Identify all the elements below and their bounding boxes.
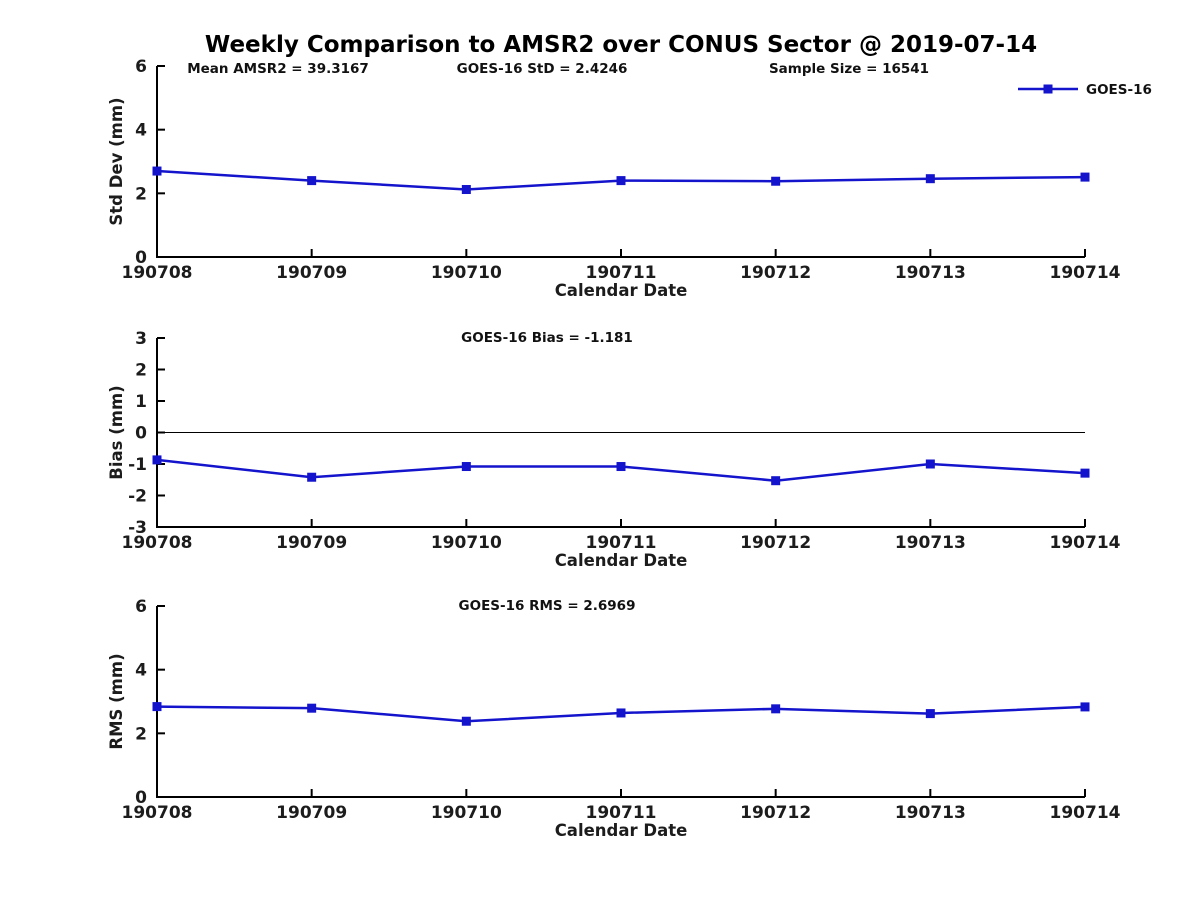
x-tick-label: 190713	[895, 533, 966, 553]
x-tick-label: 190708	[122, 803, 193, 823]
figure-title: Weekly Comparison to AMSR2 over CONUS Se…	[205, 32, 1037, 58]
legend-marker-sample	[1043, 84, 1053, 94]
subplot-stddev: 0 2 4 6 190708 190709 190710 190711 190712 190713…	[107, 57, 1152, 300]
data-marker	[307, 176, 317, 186]
x-tick-label: 190708	[122, 533, 193, 553]
annotation-goes16-rms: GOES-16 RMS = 2.6969	[459, 598, 636, 614]
bias-x-axis-label: Calendar Date	[555, 551, 688, 570]
y-tick-label: 2	[135, 724, 147, 744]
data-marker	[925, 709, 935, 719]
y-tick-label: -3	[128, 518, 147, 538]
annotation-goes16-std: GOES-16 StD = 2.4246	[457, 61, 628, 77]
x-tick-label: 190714	[1050, 263, 1121, 283]
data-marker	[461, 462, 471, 472]
axes-frame	[156, 66, 1085, 258]
x-tick-label: 190711	[586, 263, 657, 283]
rms-plot-area: 0 2 4 6 190708 190709 190710 190711 190712 190713…	[122, 597, 1121, 823]
x-tick-label: 190710	[431, 803, 502, 823]
x-tick-label: 190710	[431, 533, 502, 553]
data-marker	[616, 462, 626, 472]
y-tick-label: 1	[135, 392, 147, 412]
y-tick-label: 2	[135, 184, 147, 204]
y-tick-label: 6	[135, 597, 147, 617]
x-tick-label: 190711	[586, 533, 657, 553]
data-marker	[152, 455, 162, 465]
x-tick-label: 190712	[740, 533, 811, 553]
y-tick-label: 3	[135, 329, 147, 349]
data-marker	[771, 176, 781, 186]
subplot-rms: 0 2 4 6 190708 190709 190710 190711 190712 190713…	[107, 597, 1121, 840]
annotation-sample-size: Sample Size = 16541	[769, 61, 929, 77]
stddev-plot-area: 0 2 4 6 190708 190709 190710 190711 190712 190713…	[122, 57, 1121, 283]
bias-y-axis-label: Bias (mm)	[107, 385, 126, 479]
rms-y-axis-label: RMS (mm)	[107, 653, 126, 749]
legend: GOES-16	[1018, 82, 1152, 98]
bias-plot-area: -3 -2 -1 0 1 2 3 190708 190709 190710 190711 190712…	[122, 329, 1121, 553]
data-marker	[925, 459, 935, 469]
x-tick-label: 190711	[586, 803, 657, 823]
x-tick-label: 190712	[740, 803, 811, 823]
y-tick-label: 0	[135, 788, 147, 808]
y-tick-label: -1	[128, 455, 147, 475]
data-marker	[1080, 172, 1090, 182]
y-tick-label: 6	[135, 57, 147, 77]
y-tick-label: 4	[135, 121, 147, 141]
x-tick-label: 190712	[740, 263, 811, 283]
y-tick-label: 0	[135, 424, 147, 444]
data-marker	[152, 702, 162, 712]
annotation-mean-amsr2: Mean AMSR2 = 39.3167	[187, 61, 369, 77]
subplot-bias: -3 -2 -1 0 1 2 3 190708 190709 190710 190711 190712…	[107, 329, 1121, 570]
data-marker	[925, 174, 935, 184]
legend-series-label: GOES-16	[1086, 82, 1152, 98]
data-marker	[307, 703, 317, 713]
y-tick-label: -2	[128, 487, 147, 507]
x-tick-label: 190713	[895, 803, 966, 823]
x-tick-label: 190708	[122, 263, 193, 283]
data-marker	[152, 166, 162, 176]
y-tick-label: 2	[135, 361, 147, 381]
x-tick-label: 190713	[895, 263, 966, 283]
data-marker	[616, 708, 626, 718]
x-tick-label: 190714	[1050, 533, 1121, 553]
axes-frame	[156, 606, 1085, 798]
data-marker	[307, 472, 317, 482]
stddev-x-axis-label: Calendar Date	[555, 281, 688, 300]
stddev-y-axis-label: Std Dev (mm)	[107, 97, 126, 225]
data-marker	[1080, 702, 1090, 712]
data-marker	[771, 704, 781, 714]
data-marker	[616, 176, 626, 186]
annotation-goes16-bias: GOES-16 Bias = -1.181	[461, 330, 633, 346]
y-tick-label: 0	[135, 248, 147, 268]
rms-x-axis-label: Calendar Date	[555, 821, 688, 840]
data-marker	[771, 476, 781, 486]
x-tick-label: 190709	[276, 533, 347, 553]
x-tick-label: 190714	[1050, 803, 1121, 823]
y-tick-label: 4	[135, 661, 147, 681]
data-marker	[461, 185, 471, 195]
x-tick-label: 190710	[431, 263, 502, 283]
x-tick-label: 190709	[276, 803, 347, 823]
data-marker	[1080, 468, 1090, 478]
data-marker	[461, 716, 471, 726]
x-tick-label: 190709	[276, 263, 347, 283]
